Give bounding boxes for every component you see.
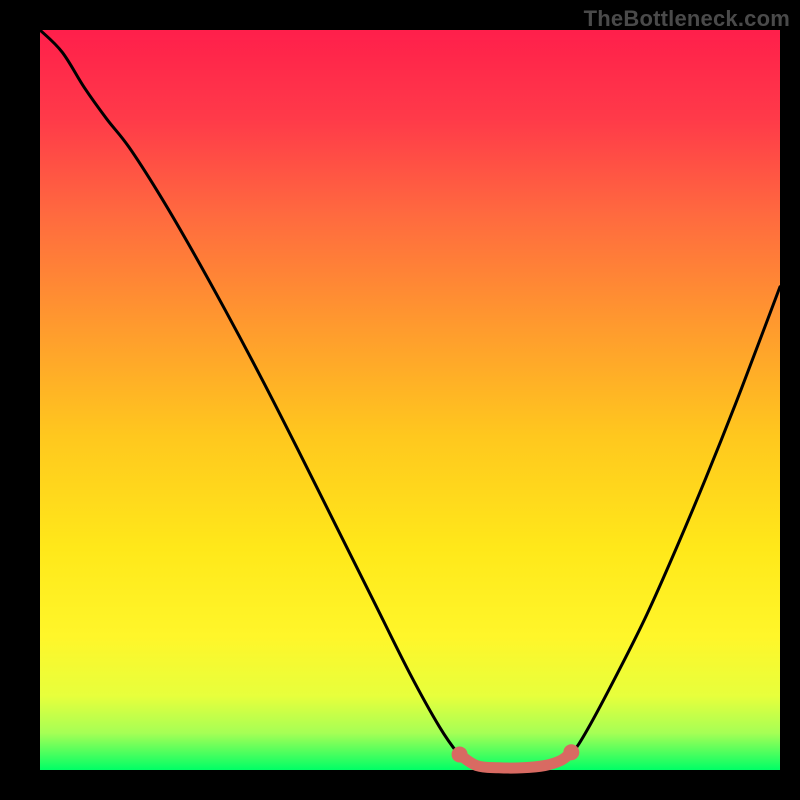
chart-canvas: TheBottleneck.com — [0, 0, 800, 800]
chart-svg — [0, 0, 800, 800]
watermark-text: TheBottleneck.com — [584, 6, 790, 32]
highlight-start-dot — [452, 746, 468, 762]
highlight-end-dot — [563, 744, 579, 760]
plot-area — [40, 30, 780, 770]
